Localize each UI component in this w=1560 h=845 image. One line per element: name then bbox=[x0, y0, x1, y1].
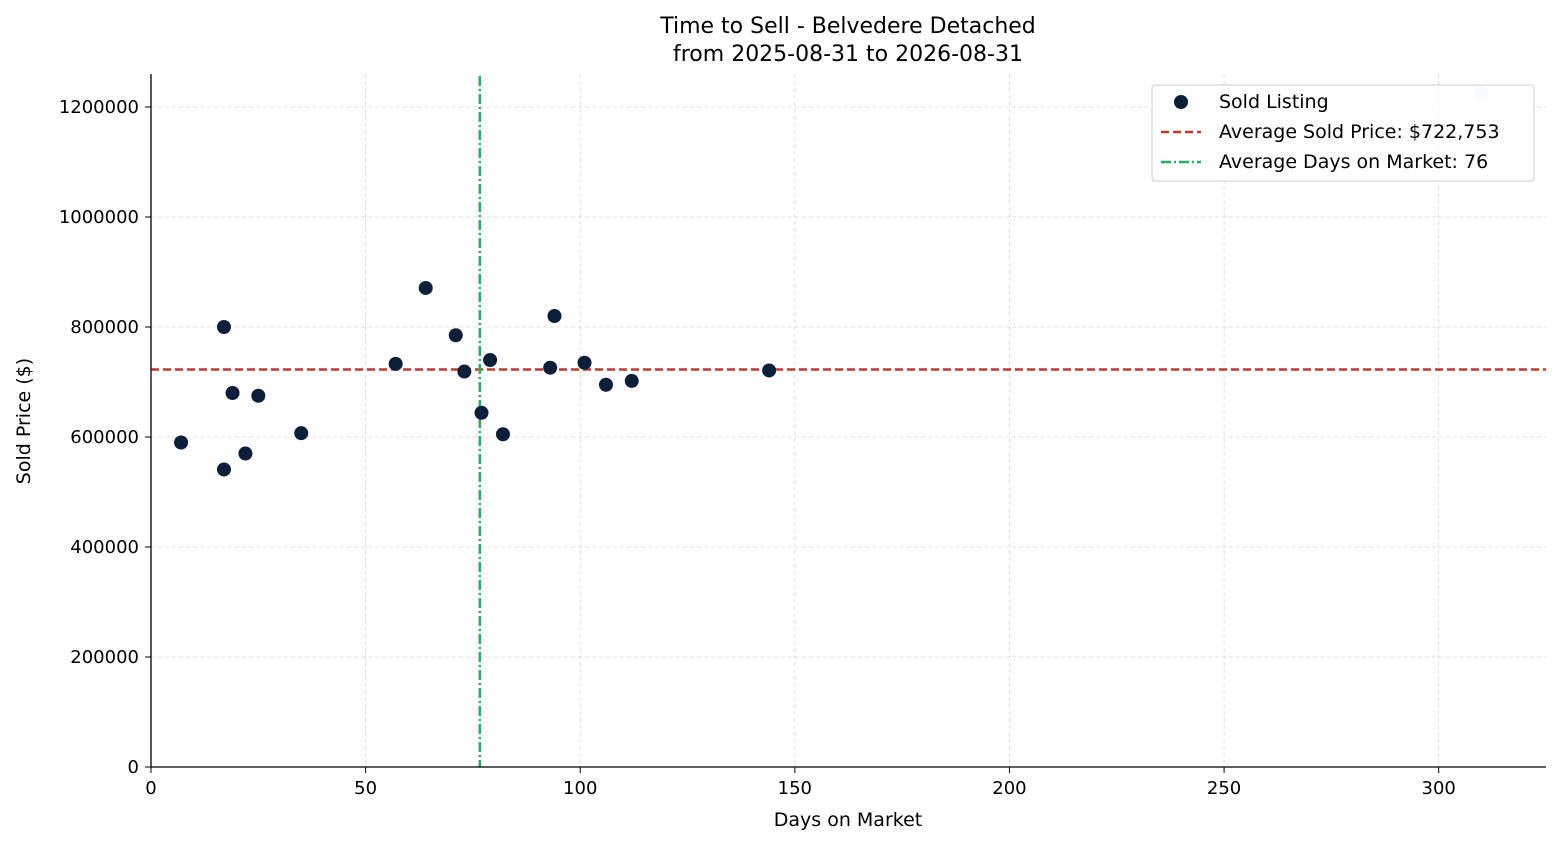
x-tick-label: 200 bbox=[992, 778, 1026, 799]
y-tick-label: 800000 bbox=[70, 317, 139, 338]
x-tick-label: 0 bbox=[145, 778, 156, 799]
data-point bbox=[483, 353, 498, 367]
y-tick-label: 0 bbox=[128, 757, 139, 778]
legend-label-sold-listing: Sold Listing bbox=[1219, 91, 1329, 113]
data-point bbox=[216, 462, 231, 477]
chart-title: Time to Sell - Belvedere Detached bbox=[659, 14, 1036, 39]
tick-labels: 0 50 100 150 200 250 300 0 200000 400000 600000 800… bbox=[59, 97, 1456, 799]
legend-label-avg-days: Average Days on Market: 76 bbox=[1219, 151, 1488, 173]
data-point bbox=[543, 360, 558, 375]
x-tick-label: 150 bbox=[778, 778, 812, 799]
data-point bbox=[624, 373, 639, 388]
legend-marker-sold-listing bbox=[1174, 95, 1188, 109]
legend: Sold Listing Average Sold Price: $722,75… bbox=[1151, 84, 1535, 182]
chart-subtitle: from 2025-08-31 to 2026-08-31 bbox=[673, 42, 1023, 67]
y-tick-label: 400000 bbox=[70, 537, 139, 558]
data-point bbox=[762, 363, 777, 378]
data-point bbox=[174, 435, 189, 450]
data-point bbox=[216, 320, 231, 334]
y-tick-label: 1200000 bbox=[59, 97, 139, 118]
axes bbox=[145, 74, 1546, 773]
data-point bbox=[388, 356, 403, 371]
x-tick-label: 50 bbox=[354, 778, 377, 799]
data-point bbox=[495, 427, 510, 442]
y-tick-label: 600000 bbox=[70, 427, 139, 448]
data-point bbox=[457, 364, 472, 379]
data-point bbox=[598, 377, 613, 392]
x-axis-label: Days on Market bbox=[774, 809, 922, 831]
reference-lines bbox=[151, 76, 1546, 767]
data-point bbox=[225, 386, 240, 400]
legend-box bbox=[1151, 84, 1535, 182]
data-point bbox=[251, 388, 266, 403]
data-point bbox=[418, 280, 433, 295]
data-point bbox=[577, 355, 592, 370]
y-tick-label: 200000 bbox=[70, 647, 139, 668]
data-point bbox=[474, 405, 489, 420]
data-point bbox=[448, 328, 463, 343]
x-tick-label: 250 bbox=[1207, 778, 1241, 799]
legend-label-avg-price: Average Sold Price: $722,753 bbox=[1219, 121, 1500, 143]
x-tick-label: 300 bbox=[1422, 778, 1456, 799]
x-tick-label: 100 bbox=[563, 778, 597, 799]
y-axis-label: Sold Price ($) bbox=[13, 358, 35, 484]
data-point bbox=[547, 309, 562, 323]
data-point bbox=[294, 426, 309, 441]
y-tick-label: 1000000 bbox=[59, 207, 139, 228]
data-point bbox=[238, 446, 253, 461]
